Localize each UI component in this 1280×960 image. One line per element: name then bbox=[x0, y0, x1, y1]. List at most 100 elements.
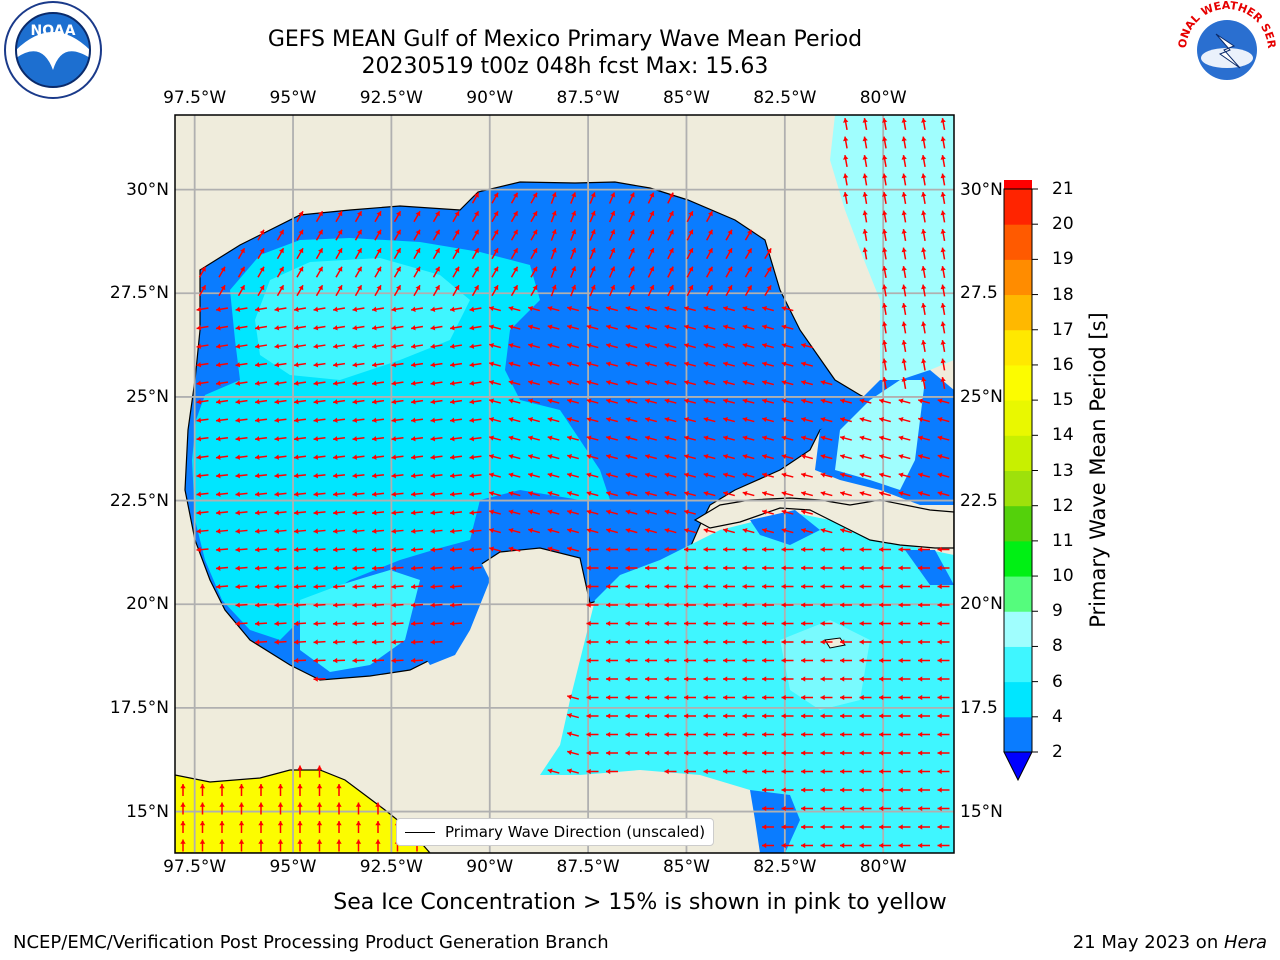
wave-direction-arrow bbox=[862, 154, 868, 168]
wave-direction-arrow bbox=[410, 639, 424, 645]
wave-direction-arrow bbox=[742, 602, 755, 608]
wave-direction-arrow bbox=[528, 453, 540, 460]
wave-direction-arrow bbox=[882, 117, 888, 131]
wave-direction-arrow bbox=[937, 398, 950, 404]
wave-direction-arrow bbox=[684, 342, 696, 349]
wave-direction-arrow bbox=[371, 436, 385, 442]
wave-direction-arrow bbox=[647, 284, 655, 297]
wave-direction-arrow bbox=[198, 266, 207, 278]
wave-direction-arrow bbox=[879, 657, 891, 664]
wave-direction-arrow bbox=[235, 454, 248, 460]
wave-direction-arrow bbox=[586, 527, 599, 534]
wave-direction-arrow bbox=[238, 802, 245, 815]
wave-direction-arrow bbox=[352, 399, 365, 405]
wave-direction-arrow bbox=[391, 325, 404, 331]
colorbar-tick-label: 20 bbox=[1052, 214, 1074, 235]
wave-direction-arrow bbox=[274, 436, 287, 442]
wave-direction-arrow bbox=[215, 380, 229, 386]
wave-direction-arrow bbox=[684, 694, 696, 701]
wave-direction-arrow bbox=[254, 546, 268, 553]
wave-direction-arrow bbox=[374, 284, 382, 297]
wave-direction-arrow bbox=[257, 266, 265, 278]
wave-direction-arrow bbox=[430, 565, 443, 571]
wave-direction-arrow bbox=[843, 173, 849, 186]
wave-direction-arrow bbox=[940, 376, 946, 390]
wave-direction-arrow bbox=[452, 284, 460, 297]
wave-direction-arrow bbox=[235, 436, 248, 442]
wave-direction-arrow bbox=[762, 453, 774, 460]
wave-direction-arrow bbox=[723, 527, 735, 534]
wave-direction-arrow bbox=[449, 399, 463, 405]
wave-direction-arrow bbox=[921, 210, 927, 223]
wave-direction-arrow bbox=[469, 565, 482, 571]
colorbar-tick-label: 6 bbox=[1052, 671, 1063, 692]
wave-direction-arrow bbox=[274, 417, 287, 423]
wave-direction-arrow bbox=[277, 784, 284, 796]
wave-direction-arrow bbox=[820, 750, 833, 756]
wave-direction-arrow bbox=[723, 657, 735, 664]
wave-direction-arrow bbox=[882, 284, 888, 297]
wave-direction-arrow bbox=[762, 750, 774, 756]
wave-direction-arrow bbox=[449, 528, 463, 534]
wave-direction-arrow bbox=[879, 620, 891, 627]
wave-direction-arrow bbox=[352, 417, 365, 423]
wave-direction-arrow bbox=[703, 490, 716, 497]
wave-direction-arrow bbox=[862, 191, 868, 205]
colorbar-tick-label: 9 bbox=[1052, 601, 1063, 622]
wave-direction-arrow bbox=[199, 784, 206, 796]
wave-direction-arrow bbox=[725, 229, 733, 241]
colorbar-tick-label: 2 bbox=[1052, 742, 1063, 762]
wave-direction-arrow bbox=[742, 750, 755, 756]
wave-direction-arrow bbox=[859, 546, 872, 553]
wave-direction-arrow bbox=[332, 510, 346, 516]
wave-direction-arrow bbox=[820, 805, 833, 812]
wave-direction-arrow bbox=[859, 435, 872, 441]
wave-direction-arrow bbox=[937, 805, 950, 812]
wave-direction-arrow bbox=[801, 620, 813, 627]
wave-direction-arrow bbox=[859, 768, 872, 775]
wave-direction-arrow bbox=[762, 805, 774, 812]
wave-direction-arrow bbox=[840, 805, 852, 812]
wave-direction-arrow bbox=[215, 343, 229, 349]
wave-direction-arrow bbox=[840, 639, 852, 645]
wave-direction-arrow bbox=[801, 805, 813, 812]
wave-direction-arrow bbox=[293, 362, 307, 368]
wave-direction-arrow bbox=[625, 324, 638, 330]
lon-tick-bottom: 90°W bbox=[466, 857, 514, 877]
wave-direction-arrow bbox=[781, 472, 794, 478]
wave-direction-arrow bbox=[215, 565, 229, 571]
wave-direction-arrow bbox=[859, 824, 872, 830]
noaa-logo-text: NOAA bbox=[31, 23, 76, 39]
wave-direction-arrow bbox=[625, 527, 638, 534]
wave-direction-arrow bbox=[742, 546, 755, 553]
wave-direction-arrow bbox=[723, 361, 735, 367]
wave-direction-arrow bbox=[410, 380, 424, 386]
wave-direction-arrow bbox=[684, 379, 696, 386]
wave-direction-arrow bbox=[664, 731, 677, 738]
wave-direction-arrow bbox=[645, 694, 657, 701]
wave-direction-arrow bbox=[781, 546, 794, 553]
wave-direction-arrow bbox=[937, 546, 950, 553]
wave-direction-arrow bbox=[664, 565, 677, 571]
wave-direction-arrow bbox=[586, 639, 599, 645]
wave-direction-arrow bbox=[315, 229, 324, 241]
wave-direction-arrow bbox=[410, 491, 424, 497]
wave-direction-arrow bbox=[432, 266, 441, 278]
wave-direction-arrow bbox=[237, 266, 246, 278]
wave-direction-arrow bbox=[801, 565, 813, 571]
wave-direction-arrow bbox=[742, 472, 755, 478]
wave-direction-arrow bbox=[336, 784, 342, 796]
wave-direction-arrow bbox=[921, 228, 927, 242]
wave-direction-arrow bbox=[293, 510, 307, 516]
wave-direction-arrow bbox=[219, 839, 225, 852]
wave-direction-arrow bbox=[313, 436, 326, 442]
wave-direction-arrow bbox=[332, 306, 346, 312]
wave-direction-arrow bbox=[647, 247, 655, 260]
colorbar-tick-label: 21 bbox=[1052, 179, 1074, 199]
wave-direction-arrow bbox=[413, 247, 421, 260]
wave-direction-arrow bbox=[296, 210, 304, 223]
wave-direction-arrow bbox=[859, 602, 872, 608]
wave-direction-arrow bbox=[586, 361, 599, 367]
lon-tick-bottom: 85°W bbox=[662, 857, 710, 877]
wave-direction-arrow bbox=[199, 821, 206, 833]
